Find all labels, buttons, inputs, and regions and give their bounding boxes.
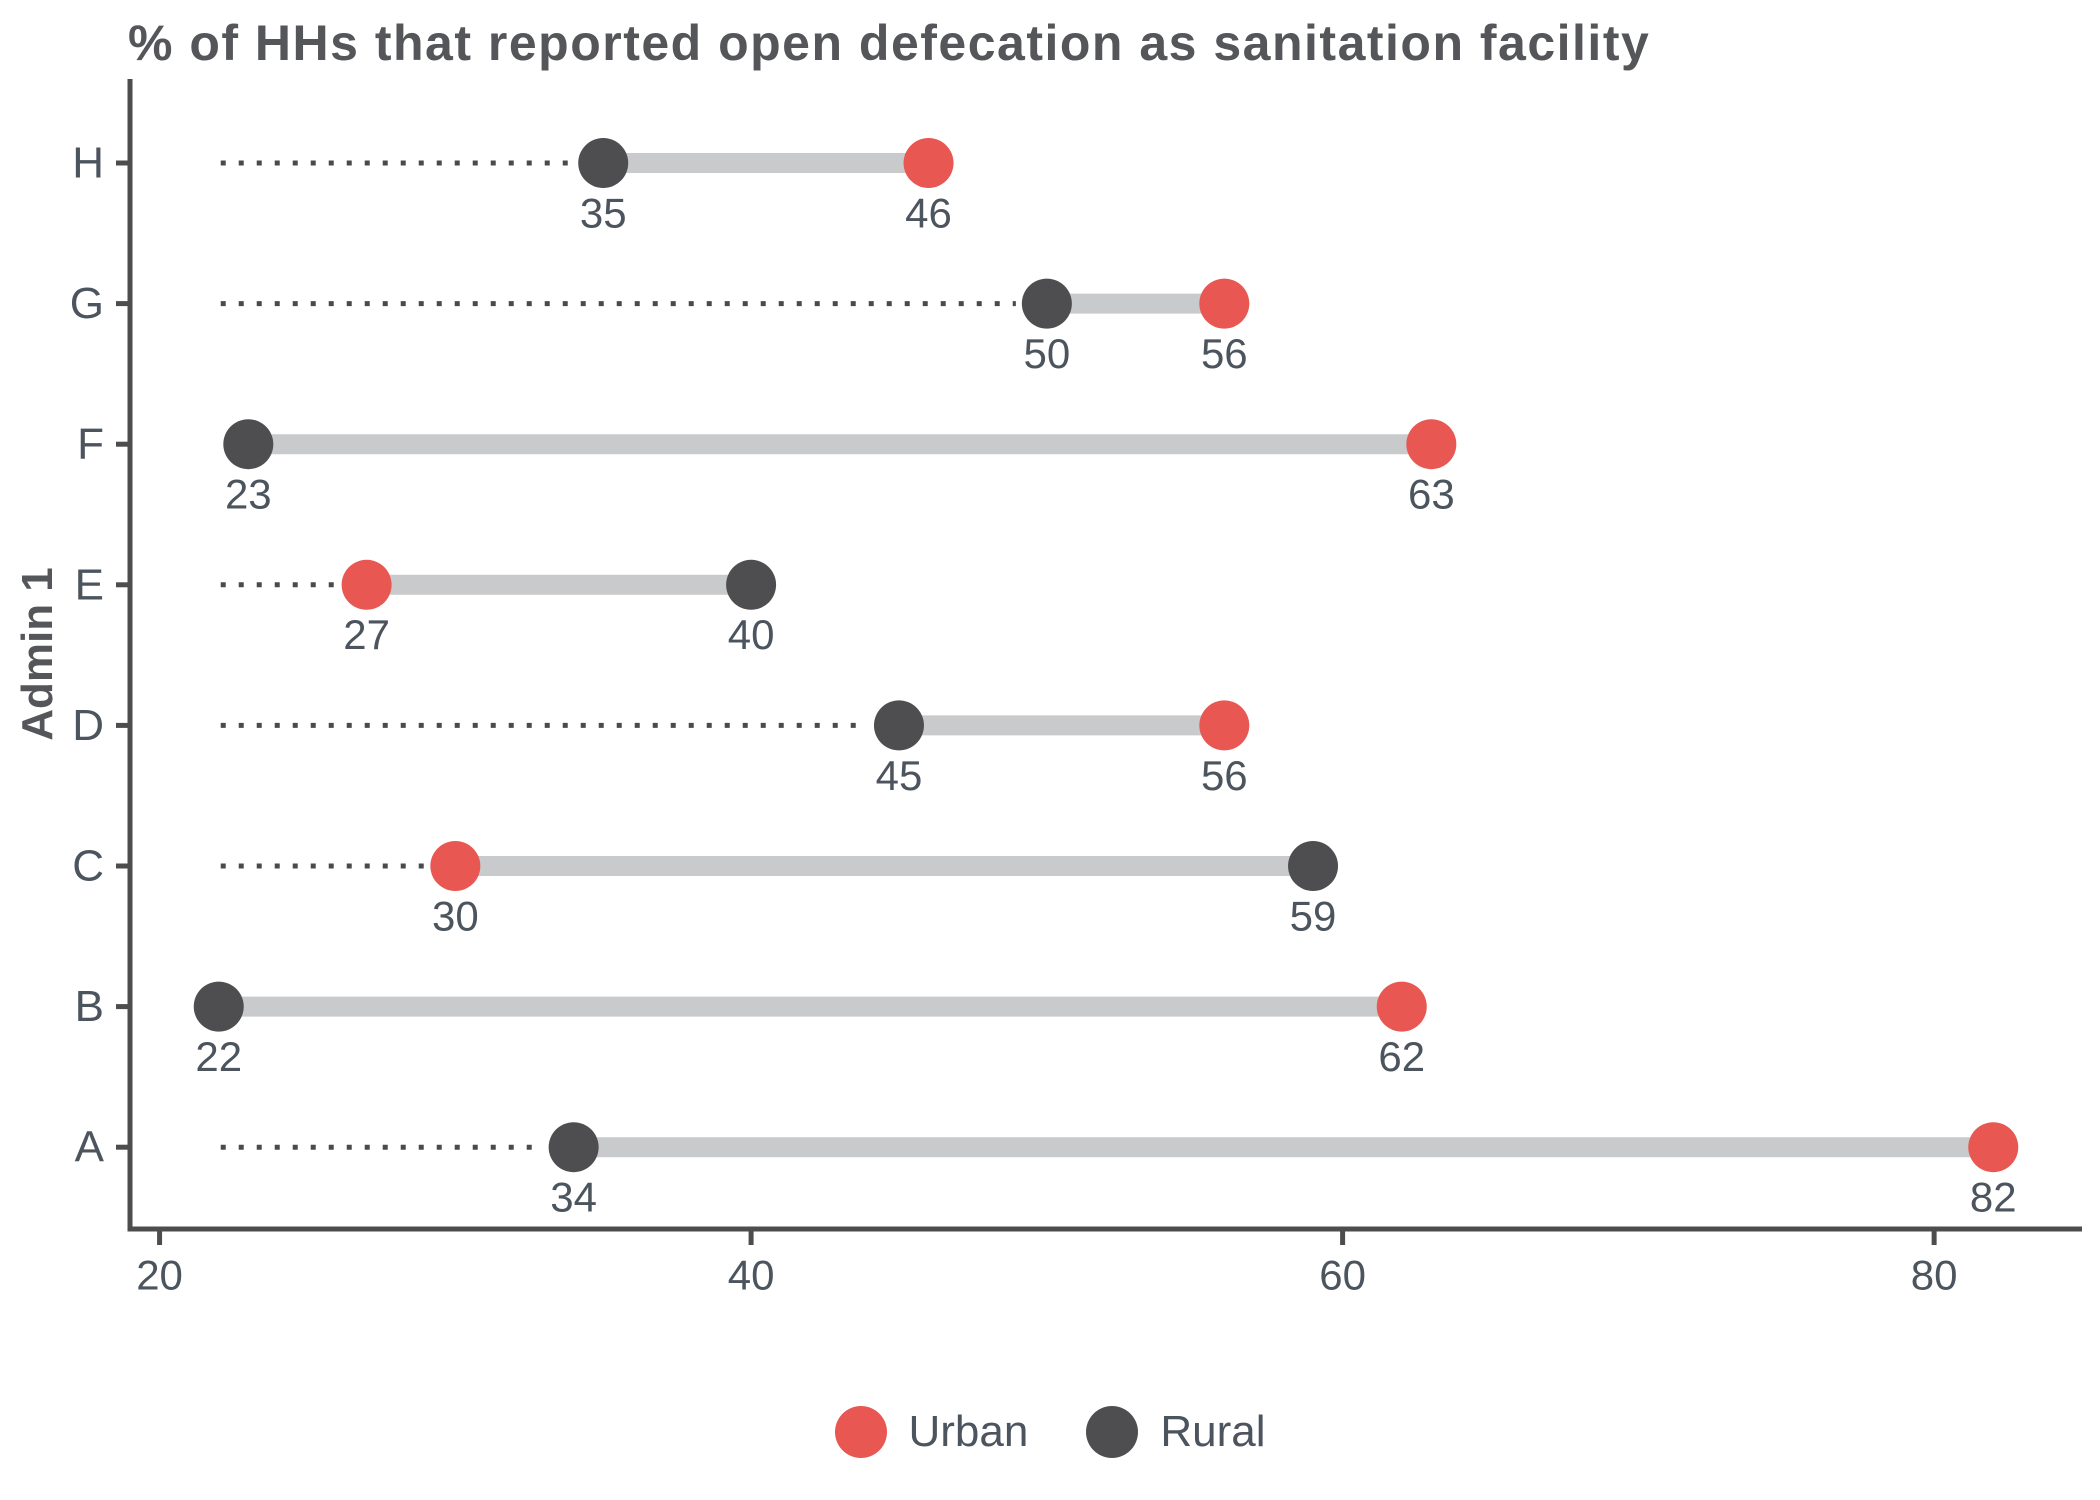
category-label: D (72, 701, 104, 750)
urban-dot (1199, 278, 1250, 329)
urban-dot (1406, 419, 1457, 470)
rural-dot (548, 1122, 599, 1173)
rural-value-label: 22 (195, 1033, 242, 1080)
rural-value-label: 45 (876, 752, 923, 799)
urban-value-label: 27 (343, 611, 390, 658)
urban-dot (1199, 700, 1250, 751)
urban-value-label: 62 (1378, 1033, 1425, 1080)
x-axis-tick-label: 80 (1911, 1251, 1958, 1298)
urban-dot (341, 559, 392, 610)
urban-dot (430, 841, 481, 891)
y-axis-title: Admin 1 (13, 567, 62, 741)
urban-value-label: 82 (1970, 1174, 2017, 1221)
rural-dot (873, 700, 924, 751)
category-label: A (75, 1123, 105, 1172)
rural-value-label: 34 (550, 1174, 597, 1221)
rural-dot (193, 981, 244, 1032)
rural-value-label: 50 (1023, 330, 1070, 377)
legend-label-urban: Urban (908, 1407, 1029, 1456)
rural-value-label: 40 (728, 611, 775, 658)
rural-dot (1288, 841, 1339, 891)
rural-value-label: 23 (225, 471, 272, 518)
rural-value-label: 35 (580, 189, 627, 236)
rural-dot (726, 559, 777, 610)
category-label: C (72, 842, 104, 891)
urban-value-label: 56 (1201, 330, 1248, 377)
rural-dot (578, 138, 629, 188)
urban-legend-dot-icon (834, 1406, 887, 1458)
legend-item-urban: Urban (834, 1406, 1029, 1458)
urban-value-label: 63 (1408, 471, 1455, 518)
urban-dot (1376, 981, 1427, 1032)
rural-dot (223, 419, 274, 470)
urban-value-label: 46 (905, 189, 952, 236)
chart-title: % of HHs that reported open defecation a… (128, 15, 1651, 71)
legend-label-rural: Rural (1160, 1407, 1266, 1456)
rural-dot (1021, 278, 1072, 329)
x-axis-tick-label: 40 (728, 1251, 775, 1298)
rural-value-label: 59 (1290, 892, 1337, 939)
category-label: H (72, 139, 104, 188)
category-label: B (75, 982, 104, 1031)
category-label: G (70, 279, 104, 328)
urban-dot (903, 138, 954, 188)
legend: Urban Rural (0, 1406, 2100, 1458)
rural-legend-dot-icon (1086, 1406, 1139, 1458)
category-label: E (75, 560, 104, 609)
x-axis-tick-label: 60 (1319, 1251, 1366, 1298)
urban-dot (1968, 1122, 2019, 1173)
legend-item-rural: Rural (1086, 1406, 1266, 1458)
urban-value-label: 30 (432, 892, 479, 939)
category-label: F (77, 420, 104, 469)
urban-value-label: 56 (1201, 752, 1248, 799)
x-axis-tick-label: 20 (136, 1251, 183, 1298)
